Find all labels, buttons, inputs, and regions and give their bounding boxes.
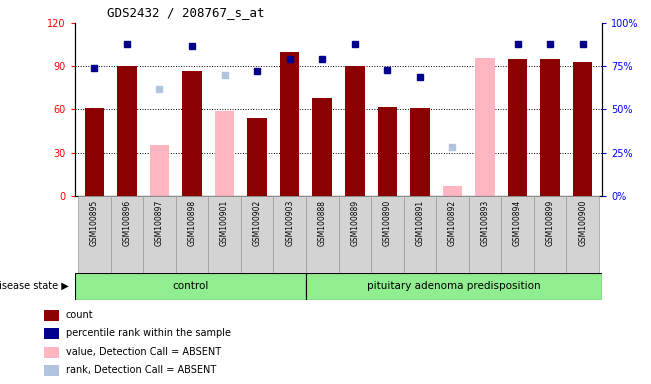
Bar [176,196,208,273]
Bar [117,66,137,196]
Text: GSM100891: GSM100891 [415,200,424,246]
Text: GSM100902: GSM100902 [253,200,262,246]
Text: pituitary adenoma predisposition: pituitary adenoma predisposition [367,281,541,291]
Text: GSM100897: GSM100897 [155,200,164,246]
Bar [44,328,59,339]
Bar [305,273,602,300]
Bar [371,196,404,273]
Bar [85,108,104,196]
Bar [44,310,59,321]
Bar [534,196,566,273]
Text: GSM100894: GSM100894 [513,200,522,246]
Text: value, Detection Call = ABSENT: value, Detection Call = ABSENT [66,347,221,357]
Bar [339,196,371,273]
Text: GSM100892: GSM100892 [448,200,457,246]
Bar [410,108,430,196]
Text: control: control [172,281,208,291]
Bar [443,186,462,196]
Bar [150,146,169,196]
Bar [540,59,560,196]
Bar [78,196,111,273]
Text: GSM100901: GSM100901 [220,200,229,246]
Text: disease state ▶: disease state ▶ [0,281,68,291]
Bar [404,196,436,273]
Bar [501,196,534,273]
Bar [241,196,273,273]
Bar [312,98,332,196]
Bar [247,118,267,196]
Text: GSM100888: GSM100888 [318,200,327,246]
Text: GSM100890: GSM100890 [383,200,392,246]
Bar [208,196,241,273]
Text: GSM100900: GSM100900 [578,200,587,246]
Text: count: count [66,310,94,320]
Bar [436,196,469,273]
Text: percentile rank within the sample: percentile rank within the sample [66,328,231,338]
Bar [273,196,306,273]
Text: rank, Detection Call = ABSENT: rank, Detection Call = ABSENT [66,366,216,376]
Bar [143,196,176,273]
Text: GSM100896: GSM100896 [122,200,132,246]
Text: GSM100899: GSM100899 [546,200,555,246]
Text: GSM100895: GSM100895 [90,200,99,246]
Bar [75,273,305,300]
Bar [508,59,527,196]
Text: GSM100893: GSM100893 [480,200,490,246]
Text: GSM100889: GSM100889 [350,200,359,246]
Bar [44,366,59,376]
Bar [345,66,365,196]
Bar [566,196,599,273]
Bar [475,58,495,196]
Bar [182,71,202,196]
Bar [215,111,234,196]
Bar [44,347,59,358]
Bar [469,196,501,273]
Bar [378,106,397,196]
Text: GDS2432 / 208767_s_at: GDS2432 / 208767_s_at [107,6,265,19]
Bar [111,196,143,273]
Bar [280,52,299,196]
Bar [306,196,339,273]
Text: GSM100898: GSM100898 [187,200,197,246]
Bar [573,62,592,196]
Text: GSM100903: GSM100903 [285,200,294,246]
